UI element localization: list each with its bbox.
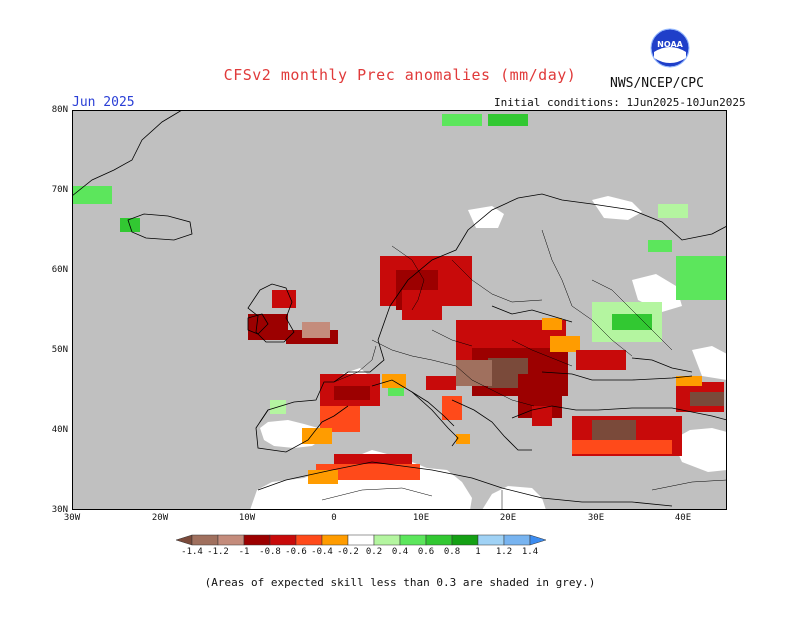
legend-tick-label: 1.4 <box>521 547 539 557</box>
lat-label-60n: 60N <box>51 265 68 275</box>
legend-swatch <box>269 534 297 546</box>
legend-tick-label: -1 <box>238 547 250 557</box>
legend-tick-label: -0.8 <box>259 547 281 557</box>
lat-label-30n: 30N <box>51 505 68 515</box>
lon-label-20e: 20E <box>499 513 517 523</box>
logo-text: NOAA <box>657 40 683 49</box>
legend-swatch <box>321 534 349 546</box>
coastlines <box>72 110 727 507</box>
legend-tick-label: 0.6 <box>417 547 435 557</box>
agency-label: NWS/NCEP/CPC <box>610 76 704 91</box>
legend-tick-label: -1.2 <box>207 547 229 557</box>
noaa-logo: NOAA <box>650 28 690 68</box>
legend-swatch <box>451 534 479 546</box>
legend-arrow-low <box>175 534 193 546</box>
legend-tick-label: -0.2 <box>337 547 359 557</box>
lat-label-50n: 50N <box>51 345 68 355</box>
map-frame <box>72 110 727 510</box>
legend-swatch <box>425 534 453 546</box>
lat-label-70n: 70N <box>51 185 68 195</box>
legend-swatch <box>243 534 271 546</box>
country-borders <box>321 229 727 510</box>
lon-label-20w: 20W <box>151 513 169 523</box>
lat-label-40n: 40N <box>51 425 68 435</box>
lon-label-30e: 30E <box>587 513 605 523</box>
map-title: CFSv2 monthly Prec anomalies (mm/day) <box>223 66 577 84</box>
legend-tick-label: -0.6 <box>285 547 307 557</box>
legend-colorbar <box>175 534 547 546</box>
legend-swatch <box>217 534 245 546</box>
legend-swatch <box>295 534 323 546</box>
legend-swatch <box>373 534 401 546</box>
lon-label-40e: 40E <box>674 513 692 523</box>
legend-swatch <box>191 534 219 546</box>
legend-swatch <box>399 534 427 546</box>
initial-conditions: Initial conditions: 1Jun2025-10Jun2025 <box>494 96 746 109</box>
legend-tick-label: 0.4 <box>391 547 409 557</box>
legend-tick-label: 1.2 <box>495 547 513 557</box>
legend-tick-label: 1 <box>475 547 481 557</box>
legend-tick-label: 0.2 <box>365 547 383 557</box>
lat-label-80n: 80N <box>51 105 68 115</box>
legend-swatch <box>347 534 375 546</box>
forecast-period: Jun 2025 <box>72 95 135 110</box>
legend-swatch <box>477 534 505 546</box>
legend-swatch <box>503 534 531 546</box>
skill-footnote: (Areas of expected skill less than 0.3 a… <box>204 576 596 589</box>
precipitation-anomaly-map <box>72 110 727 510</box>
wet-anomaly-patches <box>72 114 726 414</box>
legend-tick-label: -0.4 <box>311 547 333 557</box>
lon-label-0: 0 <box>331 513 337 523</box>
legend-arrow-high <box>529 534 547 546</box>
lon-label-10w: 10W <box>238 513 256 523</box>
lon-label-30w: 30W <box>63 513 81 523</box>
legend-tick-label: 0.8 <box>443 547 461 557</box>
legend-tick-label: -1.4 <box>181 547 203 557</box>
lon-label-10e: 10E <box>412 513 430 523</box>
